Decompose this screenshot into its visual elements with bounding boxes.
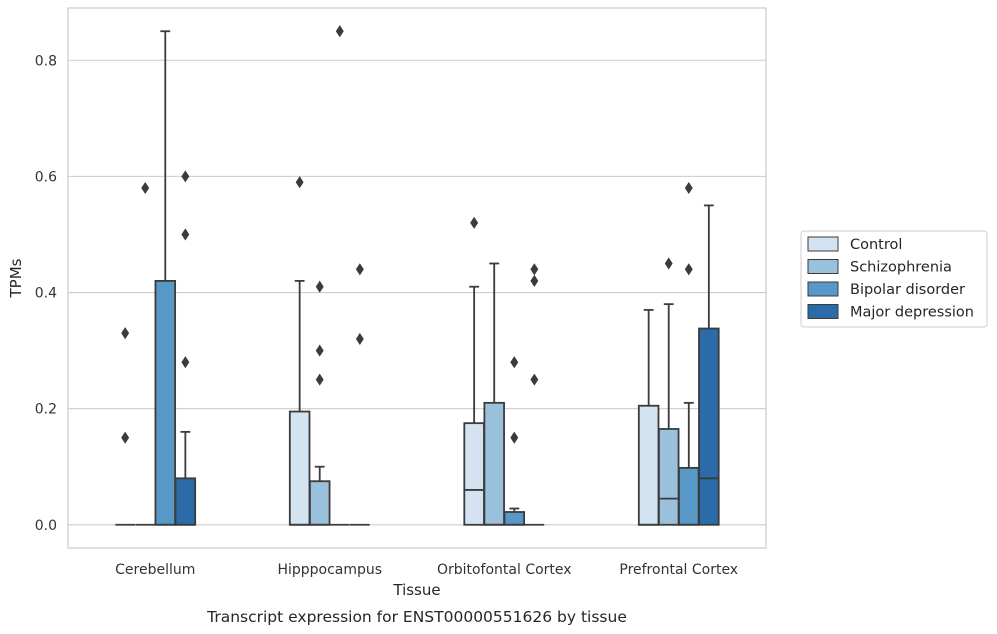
outlier-point: [121, 431, 130, 444]
box-2-3: [524, 263, 545, 526]
outlier-point: [181, 356, 190, 369]
y-tick-label: 0.8: [35, 53, 57, 69]
box-body: [678, 466, 700, 526]
outlier-point: [470, 216, 479, 229]
legend-entry: Control: [850, 237, 902, 253]
outlier-point: [121, 327, 130, 340]
legend-entry: Schizophrenia: [850, 260, 952, 276]
box-body: [463, 422, 485, 526]
outlier-point: [530, 373, 539, 386]
outlier-point: [355, 332, 364, 346]
box-body: [698, 327, 720, 526]
box-0-2: [154, 30, 177, 526]
x-axis-ticks: Cerebellum Hipppocampus Orbitofontal Corte…: [115, 562, 738, 578]
outlier-point: [181, 228, 190, 241]
legend-frame: [800, 230, 988, 328]
outlier-point: [510, 431, 519, 444]
box-3-3: [698, 204, 720, 526]
chart-caption: Transcript expression for ENST0000055162…: [206, 608, 627, 626]
box-body: [288, 410, 311, 526]
legend-entry: Bipolar disorder: [850, 282, 965, 298]
box-1-1: [308, 280, 331, 526]
boxes: [115, 25, 720, 526]
y-tick-label: 0.4: [35, 286, 57, 302]
box-0-0: [115, 327, 135, 526]
outlier-point: [530, 263, 539, 276]
outlier-point: [295, 176, 304, 189]
box-1-2: [329, 25, 350, 526]
box-1-0: [288, 176, 311, 526]
legend-swatch: [807, 236, 839, 252]
plot-area-frame: [67, 7, 767, 549]
box-body: [637, 404, 660, 526]
legend-swatch: [807, 259, 839, 274]
outlier-point: [315, 373, 324, 386]
outlier-point: [181, 170, 190, 183]
y-tick-label: 0.6: [35, 169, 57, 185]
box-body: [503, 511, 526, 526]
box-2-1: [483, 262, 505, 526]
x-tick-label: Hipppocampus: [277, 562, 382, 578]
legend-swatch: [807, 281, 839, 297]
box-0-1: [135, 181, 156, 526]
y-axis-title: TPMs: [7, 258, 25, 298]
y-tick-label: 0.0: [35, 518, 57, 534]
outlier-point: [315, 280, 324, 293]
outlier-point: [315, 344, 324, 357]
box-1-3: [350, 263, 370, 526]
box-body: [483, 401, 505, 526]
outlier-point: [510, 356, 519, 369]
legend-entry: Major depression: [850, 305, 974, 321]
box-body: [154, 280, 177, 526]
x-axis-title: Tissue: [392, 581, 440, 599]
legend-swatch: [807, 304, 839, 319]
x-tick-label: Cerebellum: [115, 562, 195, 578]
x-tick-label: Orbitofontal Cortex: [437, 562, 572, 578]
y-tick-label: 0.2: [35, 402, 57, 418]
box-2-0: [463, 216, 485, 526]
outlier-point: [335, 25, 344, 38]
box-3-1: [657, 257, 680, 526]
box-body: [657, 428, 680, 526]
x-tick-label: Prefrontal Cortex: [619, 562, 738, 578]
outlier-point: [141, 181, 150, 195]
box-body: [308, 480, 331, 526]
outlier-point: [684, 263, 693, 276]
box-3-0: [637, 309, 660, 526]
box-0-3: [174, 170, 197, 526]
legend: Control Schizophrenia Bipolar disorder Majo…: [800, 230, 988, 328]
box-body: [174, 477, 197, 526]
box-2-2: [503, 356, 526, 526]
outlier-point: [684, 181, 693, 195]
outlier-point: [664, 257, 673, 270]
outlier-point: [530, 274, 539, 287]
y-axis-ticks: 0.0 0.2 0.4 0.6 0.8: [35, 53, 57, 534]
outlier-point: [355, 263, 364, 276]
box-3-2: [678, 181, 700, 526]
